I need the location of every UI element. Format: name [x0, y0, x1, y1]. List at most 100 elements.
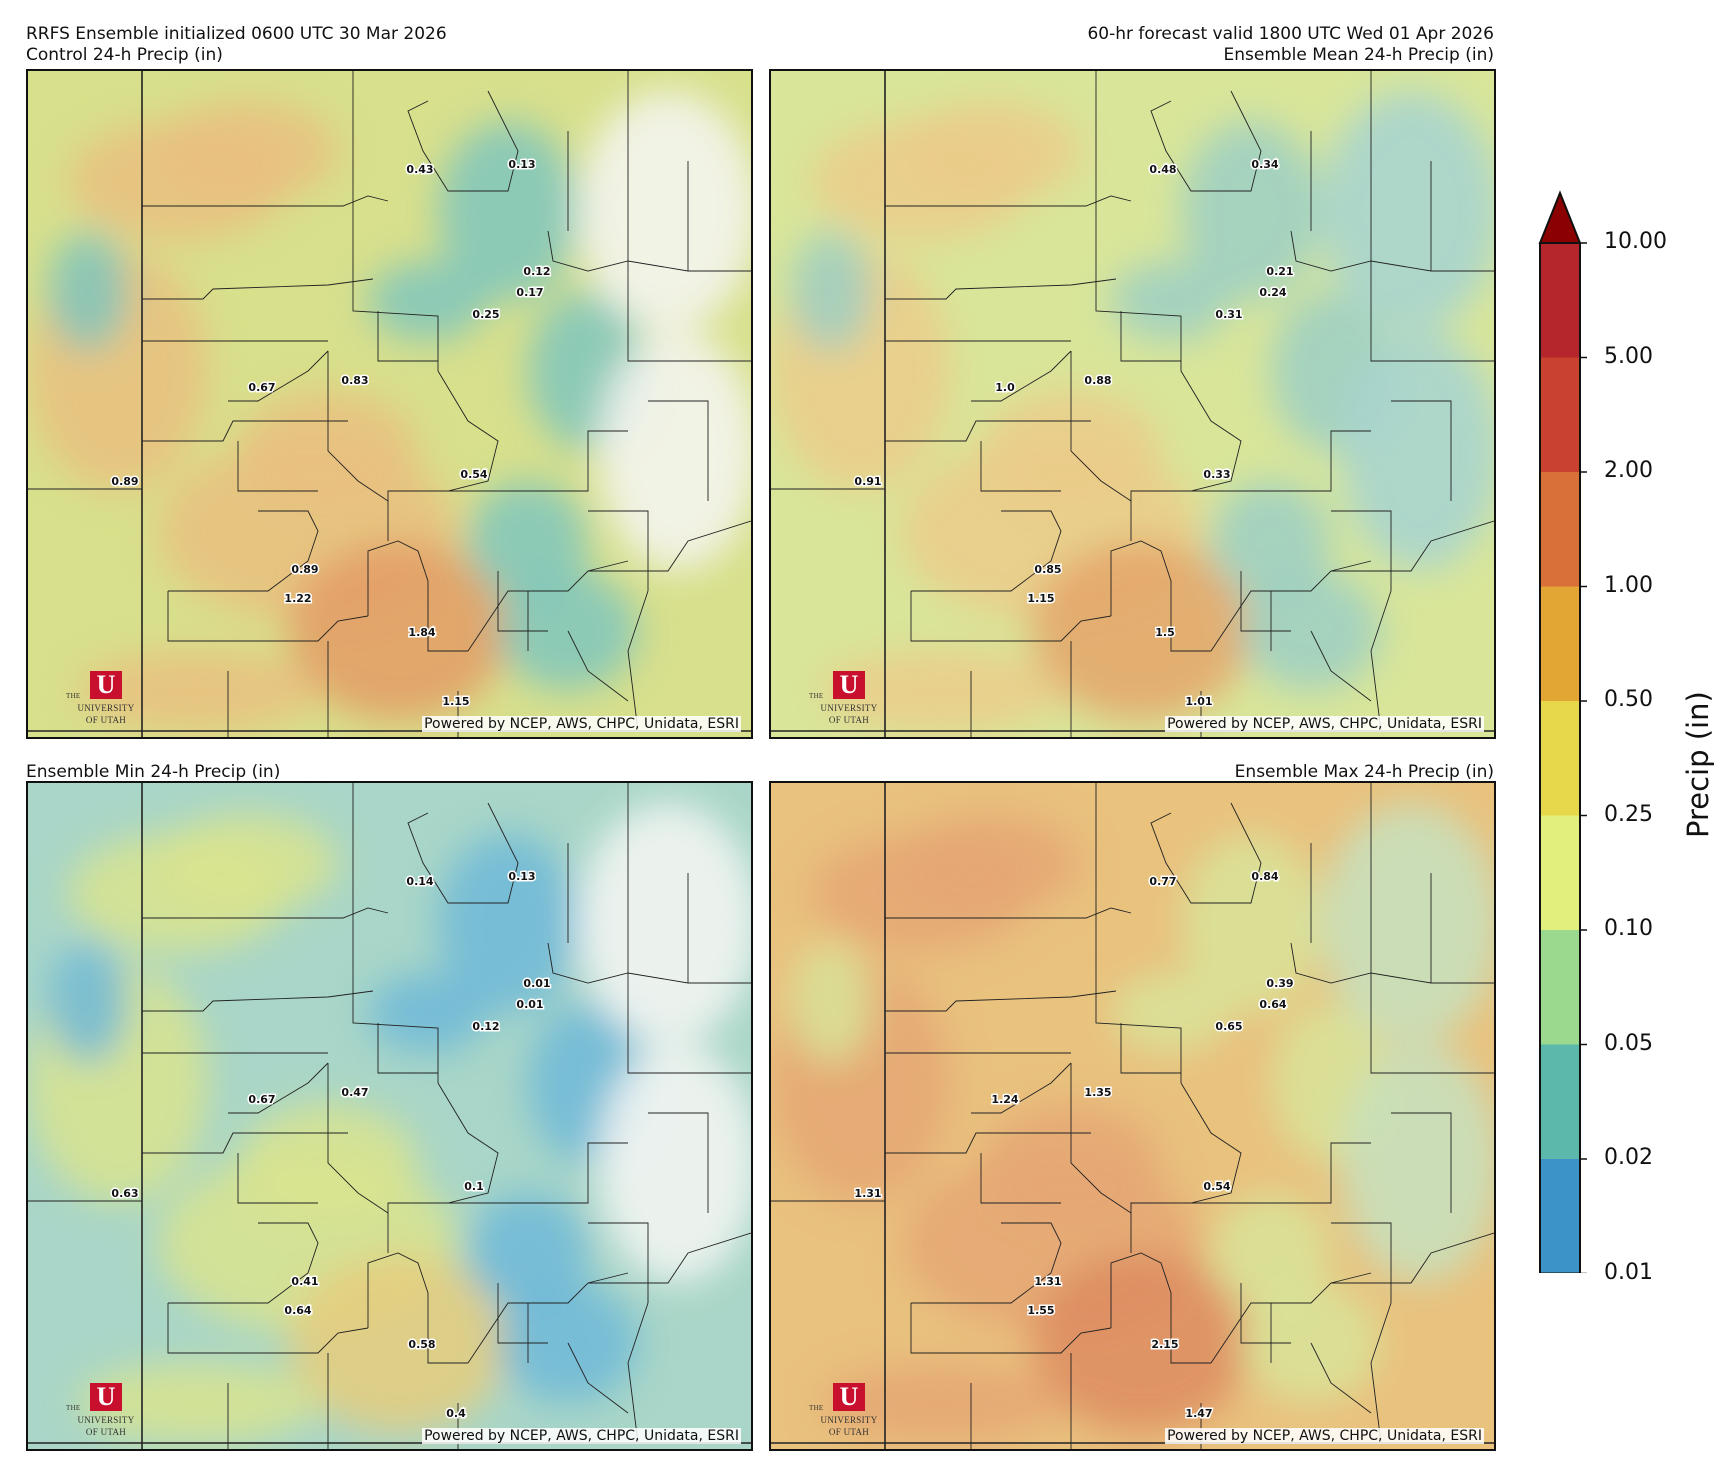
county-border [1370, 590, 1392, 732]
colorbar-tick-label: 0.25 [1604, 801, 1653, 827]
county-border [142, 278, 374, 300]
colorbar-segment [1540, 586, 1580, 702]
precip-contour [48, 231, 128, 351]
precip-contour [1321, 91, 1494, 331]
station-value: 0.58 [408, 1338, 435, 1351]
station-value: 0.64 [1259, 998, 1286, 1011]
county-border [1095, 783, 1182, 1083]
colorbar-tick-label: 0.01 [1604, 1259, 1653, 1285]
station-value: 1.24 [991, 1093, 1018, 1106]
station-value: 1.31 [854, 1187, 881, 1200]
station-value: 0.13 [508, 870, 535, 883]
county-border [1331, 1232, 1494, 1284]
station-value: 0.83 [341, 374, 368, 387]
precip-map: 0.48 0.34 0.21 0.24 0.31 1.0 0.88 0.91 0.33 0.85 1… [771, 71, 1494, 737]
county-border [167, 1303, 369, 1354]
county-border [885, 420, 1091, 442]
valid-time-label: 60-hr forecast valid 1800 UTC Wed 01 Apr… [1087, 24, 1494, 44]
station-value: 1.15 [442, 695, 469, 708]
county-border [168, 1222, 319, 1304]
map-panel-mean: 0.48 0.34 0.21 0.24 0.31 1.0 0.88 0.91 0.33 0.85 1… [769, 69, 1496, 739]
logo-u: U [833, 1383, 865, 1411]
station-value: 0.01 [516, 998, 543, 1011]
precip-contour [288, 1253, 508, 1433]
station-value: 0.67 [248, 1093, 275, 1106]
county-border [627, 1302, 649, 1444]
data-credit: Powered by NCEP, AWS, CHPC, Unidata, ESR… [422, 716, 741, 732]
county-border [168, 510, 319, 592]
county-border [1070, 1063, 1132, 1214]
precip-contour [1321, 803, 1494, 1043]
county-border [588, 510, 649, 591]
county-border [1240, 571, 1291, 632]
county-border [885, 990, 1117, 1012]
county-border [885, 1132, 1091, 1154]
colorbar-extend-arrow [1538, 190, 1582, 244]
county-border [885, 278, 1117, 300]
station-value: 0.77 [1149, 875, 1176, 888]
county-border [1070, 351, 1132, 502]
station-value: 0.54 [460, 468, 487, 481]
precip-map: 0.14 0.13 0.01 0.01 0.12 0.67 0.47 0.63 0.1 0.41 0… [28, 783, 751, 1449]
colorbar-tick-label: 5.00 [1604, 343, 1653, 369]
county-border [327, 1063, 389, 1214]
county-border [467, 560, 629, 652]
precip-contour [821, 1363, 1061, 1443]
data-credit: Powered by NCEP, AWS, CHPC, Unidata, ESR… [1165, 716, 1484, 732]
station-value: 0.89 [111, 475, 138, 488]
precip-contour [578, 803, 751, 1043]
station-value: 1.01 [1185, 695, 1212, 708]
county-border [497, 571, 548, 632]
precip-contour [901, 101, 1081, 201]
precip-contour [438, 121, 578, 301]
colorbar-tick-label: 1.00 [1604, 572, 1653, 598]
station-value: 0.17 [516, 286, 543, 299]
precip-contour [438, 833, 578, 1013]
county-border [407, 90, 519, 192]
precip-contour [598, 331, 751, 571]
colorbar-segment [1540, 815, 1580, 931]
county-border [627, 783, 751, 1074]
county-border [1150, 802, 1262, 904]
colorbar-tick-label: 0.05 [1604, 1030, 1653, 1056]
colorbar-tick-label: 0.10 [1604, 916, 1653, 941]
precip-contour [598, 1043, 751, 1283]
station-value: 0.64 [284, 1304, 311, 1317]
station-value: 0.33 [1203, 468, 1230, 481]
precip-contour [1341, 331, 1494, 571]
county-border [885, 907, 1132, 919]
county-border [1310, 1342, 1372, 1414]
county-border [167, 591, 369, 642]
county-border [142, 1132, 348, 1154]
precip-map: 0.43 0.13 0.12 0.17 0.25 0.67 0.83 0.89 0.54 0.89… [28, 71, 751, 737]
county-border [327, 351, 389, 502]
station-value: 0.84 [1251, 870, 1278, 883]
county-border [352, 783, 439, 1083]
precip-contour [78, 651, 318, 731]
precip-contour [791, 231, 871, 351]
station-value: 0.34 [1251, 158, 1278, 171]
county-border [377, 1023, 438, 1074]
station-value: 0.1 [464, 1180, 484, 1193]
precip-contour [1031, 541, 1251, 721]
precip-contour [901, 813, 1081, 913]
precip-contour [1111, 973, 1231, 1053]
station-value: 0.67 [248, 381, 275, 394]
precip-contour [288, 541, 508, 721]
county-border [1095, 71, 1182, 371]
colorbar-segment [1540, 1159, 1580, 1273]
county-border [377, 311, 438, 362]
station-value: 0.48 [1149, 163, 1176, 176]
station-value: 0.21 [1266, 265, 1293, 278]
station-value: 0.41 [291, 1275, 318, 1288]
station-value: 0.39 [1266, 977, 1293, 990]
university-logo: U THE UNIVERSITY OF UTAH [809, 670, 878, 726]
logo-u: U [90, 671, 122, 699]
station-value: 0.24 [1259, 286, 1286, 299]
precip-contour [1181, 833, 1321, 1013]
station-value: 0.01 [523, 977, 550, 990]
station-value: 2.15 [1151, 1338, 1178, 1351]
county-border [1210, 1272, 1372, 1364]
county-border [567, 630, 629, 702]
precip-contour [78, 1363, 318, 1443]
